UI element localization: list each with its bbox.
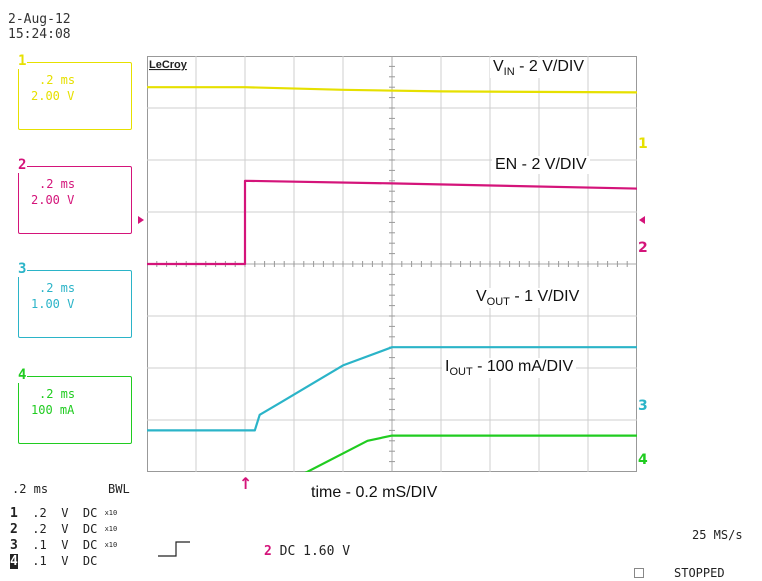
trace-en xyxy=(147,179,637,266)
ch4-right-marker: 4 xyxy=(638,452,648,468)
trigger-edge-icon xyxy=(158,541,190,557)
channel-3-timebase: .2 ms xyxy=(39,281,76,295)
channel-4-scale: 100 mA xyxy=(31,403,75,417)
trigger-coupling: DC xyxy=(279,544,296,559)
bwl-readout: BWL xyxy=(108,482,130,496)
ch2-offset-marker-left xyxy=(138,216,144,224)
ch2-right-marker: 2 xyxy=(638,240,648,256)
channel-2-number: 2 xyxy=(17,157,28,173)
trace-vout xyxy=(147,346,637,432)
channel-3-number: 3 xyxy=(17,261,28,277)
vout-annotation: VOUT - 1 V/DIV xyxy=(473,288,583,309)
vin-annotation: VIN - 2 V/DIV xyxy=(490,58,588,79)
timebase-readout: .2 ms xyxy=(12,482,49,496)
bottom-ch3-row: 3 .1 V DC x10 xyxy=(10,538,118,553)
en-annotation: EN - 2 V/DIV xyxy=(492,156,590,174)
brand-label: LeCroy xyxy=(149,59,188,71)
bottom-ch2-row: 2 .2 V DC x10 xyxy=(10,522,118,537)
iout-annotation: IOUT - 100 mA/DIV xyxy=(442,358,577,379)
channel-1-scale: 2.00 V xyxy=(31,89,75,103)
channel-4-box[interactable]: 4 .2 ms 100 mA xyxy=(17,367,132,444)
ch2-offset-marker-right xyxy=(639,216,645,224)
trace-vin xyxy=(147,86,637,94)
waveform-screen: LeCroy xyxy=(147,56,637,472)
trigger-channel: 2 xyxy=(264,544,272,559)
acquisition-datetime: 2-Aug-12 15:24:08 xyxy=(8,12,71,42)
bottom-ch1-row: 1 .2 V DC x10 xyxy=(10,506,118,521)
status-checkbox[interactable] xyxy=(634,568,644,578)
trigger-readout: 2 DC 1.60 V xyxy=(264,544,350,559)
trace-iout xyxy=(304,434,637,472)
channel-2-scale: 2.00 V xyxy=(31,193,75,207)
channel-3-box[interactable]: 3 .2 ms 1.00 V xyxy=(17,261,132,338)
time-annotation: time - 0.2 mS/DIV xyxy=(308,484,441,502)
bottom-ch4-row: 4 .1 V DC xyxy=(10,554,98,569)
acquisition-status: STOPPED xyxy=(674,566,725,580)
ch3-right-marker: 3 xyxy=(638,398,648,414)
waveform-traces xyxy=(147,86,637,472)
trigger-time-marker: ↑ xyxy=(239,474,253,493)
channel-3-scale: 1.00 V xyxy=(31,297,75,311)
channel-4-timebase: .2 ms xyxy=(39,387,76,401)
sample-rate: 25 MS/s xyxy=(692,528,743,542)
date-text: 2-Aug-12 xyxy=(8,12,71,27)
ch1-right-marker: 1 xyxy=(638,136,648,152)
channel-1-timebase: .2 ms xyxy=(39,73,76,87)
channel-2-timebase: .2 ms xyxy=(39,177,76,191)
channel-2-box[interactable]: 2 .2 ms 2.00 V xyxy=(17,157,132,234)
channel-1-box[interactable]: 1 .2 ms 2.00 V xyxy=(17,53,132,130)
channel-4-number: 4 xyxy=(17,367,28,383)
channel-1-number: 1 xyxy=(17,53,28,69)
trigger-level: 1.60 V xyxy=(303,544,351,559)
time-text: 15:24:08 xyxy=(8,27,71,42)
